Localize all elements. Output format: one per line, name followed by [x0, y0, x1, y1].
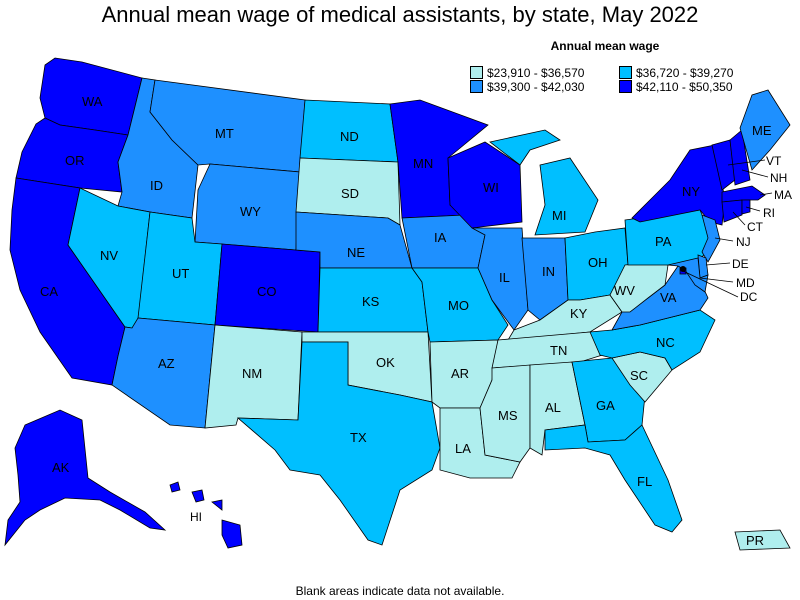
- legend-item-tier-1: $23,910 - $36,570: [470, 66, 584, 80]
- state-label-me: ME: [752, 123, 772, 138]
- state-label-ct: CT: [747, 220, 764, 234]
- state-md[interactable]: [667, 257, 709, 293]
- state-label-sd: SD: [341, 186, 359, 201]
- legend-range: $23,910 - $36,570: [487, 66, 585, 80]
- legend-range: $36,720 - $39,270: [636, 66, 734, 80]
- state-az[interactable]: [111, 317, 216, 429]
- state-label-ca: CA: [40, 284, 58, 299]
- state-label-pr: PR: [746, 533, 764, 548]
- state-fl[interactable]: [544, 424, 683, 533]
- state-label-wi: WI: [483, 180, 499, 195]
- state-label-md: MD: [736, 276, 755, 290]
- state-pr[interactable]: [734, 529, 791, 551]
- legend-swatch: [619, 66, 632, 79]
- legend-item-tier-4: $42,110 - $50,350: [619, 80, 733, 94]
- state-label-al: AL: [545, 400, 561, 415]
- label-leader-lines: [682, 159, 773, 298]
- state-label-wv: WV: [614, 283, 635, 298]
- state-label-wa: WA: [82, 94, 103, 109]
- state-label-co: CO: [257, 284, 277, 299]
- legend-item-tier-2: $36,720 - $39,270: [619, 66, 733, 80]
- state-label-ny: NY: [682, 184, 700, 199]
- state-label-ia: IA: [434, 230, 447, 245]
- state-mi[interactable]: [489, 129, 599, 236]
- state-label-nc: NC: [656, 335, 675, 350]
- state-label-ak: AK: [52, 460, 70, 475]
- state-nj[interactable]: [701, 214, 721, 263]
- dc-marker: [680, 266, 686, 272]
- state-nh[interactable]: [729, 129, 751, 186]
- state-label-ut: UT: [172, 266, 189, 281]
- state-label-dc: DC: [740, 290, 758, 304]
- state-label-nd: ND: [340, 129, 359, 144]
- state-label-ky: KY: [570, 306, 588, 321]
- state-label-pa: PA: [655, 234, 672, 249]
- footnote: Blank areas indicate data not available.: [295, 584, 505, 598]
- state-label-mo: MO: [448, 298, 469, 313]
- state-label-ar: AR: [451, 366, 469, 381]
- legend-swatch: [470, 66, 483, 79]
- legend-item-tier-3: $39,300 - $42,030: [470, 80, 584, 94]
- state-label-oh: OH: [588, 255, 608, 270]
- state-label-vt: VT: [766, 154, 782, 168]
- state-label-id: ID: [150, 178, 163, 193]
- state-ak[interactable]: [4, 409, 167, 547]
- state-label-nh: NH: [770, 171, 787, 185]
- state-label-ks: KS: [362, 294, 380, 309]
- legend-swatch: [470, 80, 483, 93]
- state-label-hi: HI: [190, 510, 202, 524]
- state-label-mt: MT: [215, 126, 234, 141]
- state-tx[interactable]: [236, 341, 441, 546]
- state-label-la: LA: [455, 441, 471, 456]
- state-label-tn: TN: [550, 343, 567, 358]
- state-label-ri: RI: [763, 206, 775, 220]
- state-label-wy: WY: [240, 204, 261, 219]
- state-label-az: AZ: [158, 356, 175, 371]
- state-hi[interactable]: [169, 481, 243, 549]
- legend-range: $39,300 - $42,030: [487, 80, 585, 94]
- state-label-ne: NE: [347, 245, 365, 260]
- state-ny[interactable]: [631, 144, 726, 226]
- state-wi[interactable]: [447, 141, 523, 229]
- legend-title: Annual mean wage: [550, 39, 660, 53]
- state-labels: WA OR CA ID NV MT WY UT AZ CO NM ND SD N…: [40, 94, 792, 548]
- state-label-mn: MN: [413, 156, 433, 171]
- state-label-in: IN: [542, 264, 555, 279]
- map-title: Annual mean wage of medical assistants, …: [101, 2, 699, 27]
- legend-range: $42,110 - $50,350: [636, 80, 733, 94]
- state-label-ga: GA: [596, 398, 615, 413]
- state-label-nm: NM: [242, 366, 262, 381]
- state-label-fl: FL: [637, 474, 652, 489]
- state-label-ms: MS: [498, 408, 518, 423]
- state-label-nv: NV: [100, 248, 118, 263]
- state-label-tx: TX: [350, 430, 367, 445]
- state-label-ma: MA: [774, 188, 792, 202]
- state-me[interactable]: [739, 89, 791, 171]
- legend-swatch: [619, 80, 632, 93]
- state-label-or: OR: [65, 153, 85, 168]
- state-label-il: IL: [499, 270, 510, 285]
- state-label-va: VA: [660, 290, 677, 305]
- state-label-sc: SC: [630, 368, 648, 383]
- state-label-mi: MI: [552, 208, 566, 223]
- state-label-de: DE: [732, 257, 749, 271]
- state-label-ok: OK: [376, 355, 395, 370]
- state-label-nj: NJ: [736, 235, 751, 249]
